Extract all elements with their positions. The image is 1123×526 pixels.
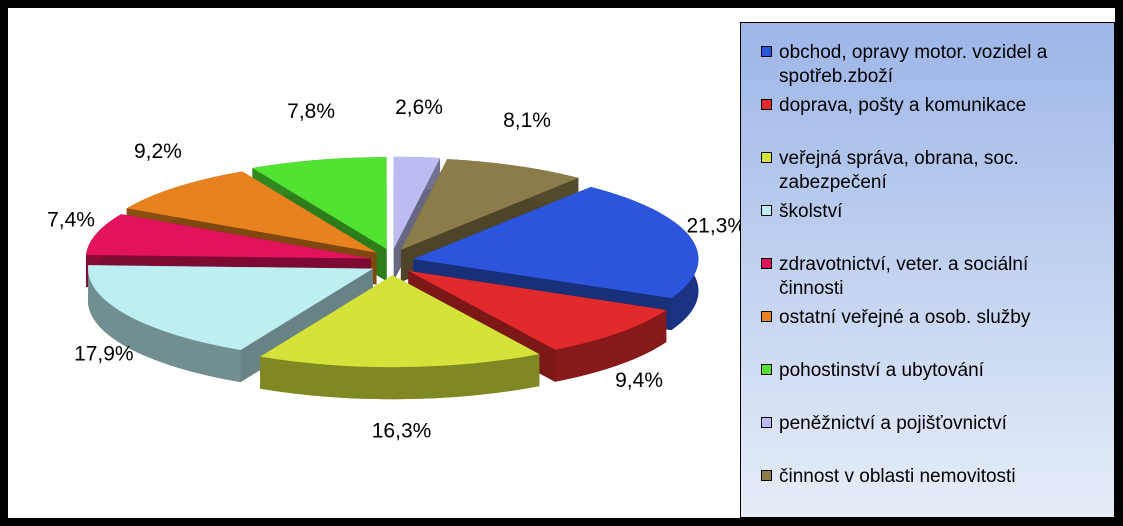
legend-label: ostatní veřejné a osob. služby bbox=[779, 307, 1031, 328]
data-label: 7,8% bbox=[287, 100, 335, 123]
legend-item: školství bbox=[761, 200, 1096, 224]
data-label: 21,3% bbox=[686, 214, 740, 237]
legend-swatch bbox=[761, 152, 772, 163]
legend-swatch bbox=[761, 258, 772, 269]
slice bbox=[87, 265, 373, 351]
slice bbox=[400, 159, 579, 250]
slice bbox=[413, 186, 699, 299]
slice bbox=[85, 214, 371, 259]
legend-item: zdravotnictví, veter. a sociální činnost… bbox=[761, 253, 1096, 301]
legend-label: peněžnictví a pojišťovnictví bbox=[779, 413, 1007, 434]
slice-side bbox=[260, 354, 540, 400]
legend-item: peněžnictví a pojišťovnictví bbox=[761, 412, 1096, 436]
slice bbox=[393, 156, 441, 249]
legend-swatch bbox=[761, 205, 772, 216]
data-label: 9,2% bbox=[134, 140, 182, 163]
slice-side bbox=[555, 309, 667, 382]
legend-item: doprava, pošty a komunikace bbox=[761, 94, 1096, 118]
data-label: 8,1% bbox=[503, 109, 551, 132]
slice-side bbox=[87, 265, 241, 383]
legend-swatch bbox=[761, 99, 772, 110]
legend-label: veřejná správa, obrana, soc. zabezpečení bbox=[779, 148, 1019, 193]
legend-swatch bbox=[761, 46, 772, 57]
legend-swatch bbox=[761, 311, 772, 322]
data-label: 16,3% bbox=[372, 419, 432, 442]
chart: 21,3% 9,4% 16,3% 17,9% 7,4% 9,2% 7,8% 2,6% 8,1% bbox=[47, 96, 740, 442]
data-label: 7,4% bbox=[47, 208, 95, 231]
slice bbox=[260, 275, 540, 368]
data-label: 2,6% bbox=[395, 96, 443, 119]
legend-label: doprava, pošty a komunikace bbox=[779, 95, 1027, 116]
slice bbox=[408, 270, 667, 350]
data-label: 17,9% bbox=[74, 343, 134, 366]
legend: obchod, opravy motor. vozidel a spotřeb.… bbox=[740, 22, 1115, 518]
slice bbox=[126, 171, 377, 253]
legend-item: pohostinství a ubytování bbox=[761, 359, 1096, 383]
legend-label: činnost v oblasti nemovitosti bbox=[779, 466, 1016, 487]
legend-swatch bbox=[761, 417, 772, 428]
legend-swatch bbox=[761, 364, 772, 375]
legend-item: ostatní veřejné a osob. služby bbox=[761, 306, 1096, 330]
legend-item: veřejná správa, obrana, soc. zabezpečení bbox=[761, 147, 1096, 195]
legend-item: činnost v oblasti nemovitosti bbox=[761, 465, 1096, 489]
data-label: 9,4% bbox=[615, 369, 663, 392]
legend-label: zdravotnictví, veter. a sociální činnost… bbox=[779, 254, 1029, 299]
legend-swatch bbox=[761, 470, 772, 481]
slice bbox=[252, 157, 387, 250]
legend-label: školství bbox=[779, 201, 843, 222]
legend-label: obchod, opravy motor. vozidel a spotřeb.… bbox=[779, 42, 1048, 87]
legend-item: obchod, opravy motor. vozidel a spotřeb.… bbox=[761, 41, 1096, 89]
legend-label: pohostinství a ubytování bbox=[779, 360, 984, 381]
